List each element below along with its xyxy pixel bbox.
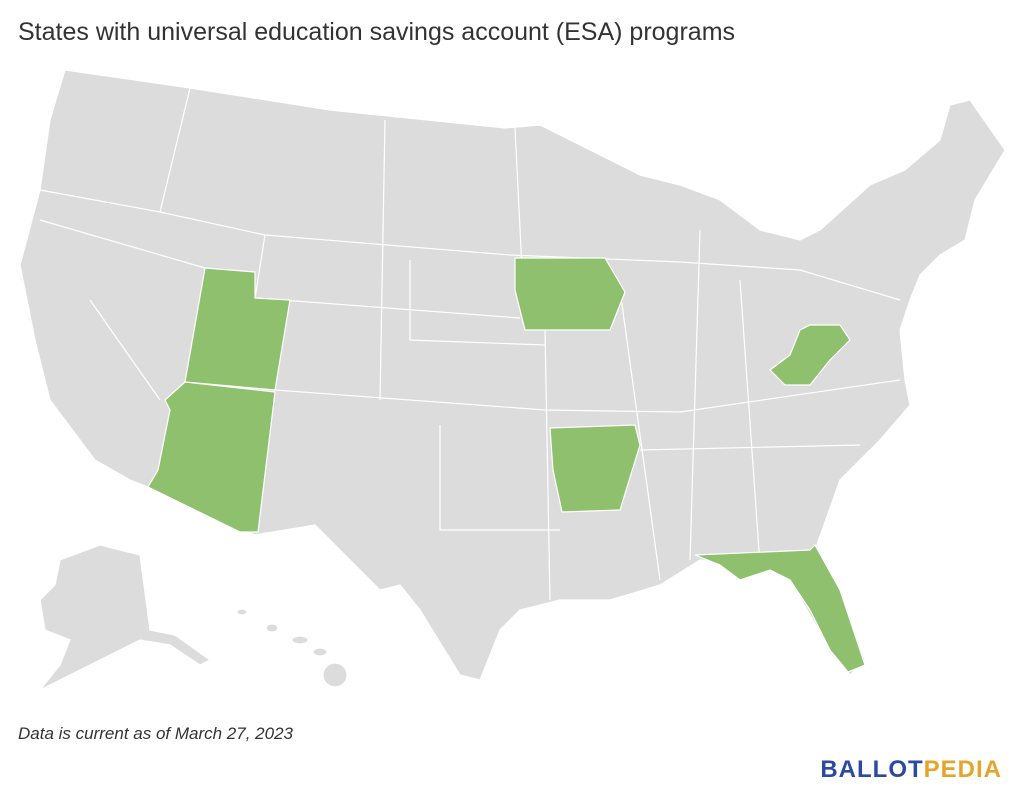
logo-part: PEDIA: [923, 756, 1002, 783]
iowa: [514, 257, 626, 331]
us-mainland: [19, 69, 1006, 681]
state-borders: [39, 87, 901, 601]
west-virginia: [769, 324, 851, 386]
arkansas: [549, 424, 641, 513]
alaska: [39, 544, 212, 691]
logo: BALLOTPEDIA: [820, 756, 1002, 784]
hawaii: [236, 608, 348, 688]
note: Data is current as of March 27, 2023: [18, 724, 293, 743]
title: States with universal education savings …: [18, 18, 736, 46]
logo-part: BALLOT: [820, 756, 924, 783]
florida: [694, 544, 866, 673]
arizona: [147, 381, 276, 533]
